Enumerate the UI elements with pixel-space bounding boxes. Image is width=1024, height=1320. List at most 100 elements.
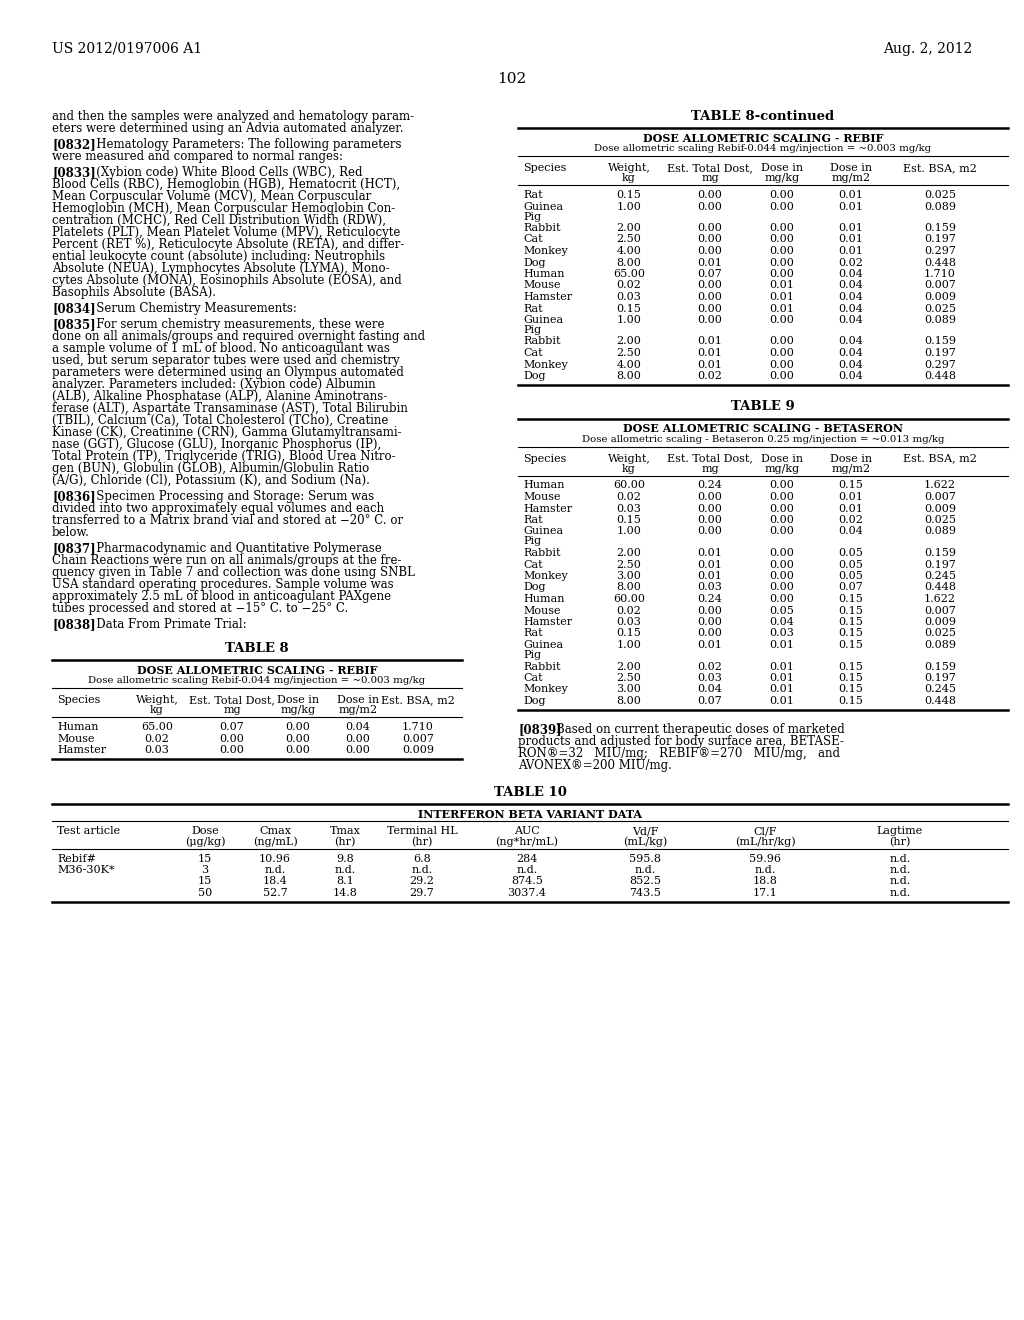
Text: 50: 50 — [198, 888, 212, 898]
Text: 0.01: 0.01 — [697, 257, 723, 268]
Text: Hamster: Hamster — [523, 616, 572, 627]
Text: 0.197: 0.197 — [924, 560, 956, 569]
Text: 0.089: 0.089 — [924, 527, 956, 536]
Text: RON®=32   MIU/mg;   REBIF®=270   MIU/mg,   and: RON®=32 MIU/mg; REBIF®=270 MIU/mg, and — [518, 747, 840, 760]
Text: DOSE ALLOMETRIC SCALING - REBIF: DOSE ALLOMETRIC SCALING - REBIF — [643, 133, 884, 144]
Text: 0.245: 0.245 — [924, 685, 956, 694]
Text: 0.02: 0.02 — [697, 661, 723, 672]
Text: [0838]: [0838] — [52, 618, 95, 631]
Text: Specimen Processing and Storage: Serum was: Specimen Processing and Storage: Serum w… — [85, 490, 374, 503]
Text: Dog: Dog — [523, 371, 546, 381]
Text: Cl/F: Cl/F — [754, 826, 777, 837]
Text: Dose in: Dose in — [276, 696, 319, 705]
Text: 1.00: 1.00 — [616, 202, 641, 211]
Text: 0.159: 0.159 — [924, 548, 956, 558]
Text: 0.00: 0.00 — [286, 722, 310, 733]
Text: Mouse: Mouse — [57, 734, 94, 743]
Text: Species: Species — [523, 454, 566, 463]
Text: and then the samples were analyzed and hematology param-: and then the samples were analyzed and h… — [52, 110, 414, 123]
Text: Rat: Rat — [523, 515, 543, 525]
Text: 0.197: 0.197 — [924, 348, 956, 358]
Text: 1.00: 1.00 — [616, 315, 641, 325]
Text: 18.4: 18.4 — [262, 876, 288, 887]
Text: cytes Absolute (MONA), Eosinophils Absolute (EOSA), and: cytes Absolute (MONA), Eosinophils Absol… — [52, 275, 401, 286]
Text: AUC: AUC — [514, 826, 540, 837]
Text: 2.00: 2.00 — [616, 337, 641, 346]
Text: 0.15: 0.15 — [839, 685, 863, 694]
Text: Rabbit: Rabbit — [523, 337, 560, 346]
Text: Cat: Cat — [523, 348, 543, 358]
Text: Hamster: Hamster — [523, 292, 572, 302]
Text: 0.025: 0.025 — [924, 515, 956, 525]
Text: 4.00: 4.00 — [616, 246, 641, 256]
Text: 0.009: 0.009 — [924, 616, 956, 627]
Text: Guinea: Guinea — [523, 202, 563, 211]
Text: 0.01: 0.01 — [839, 190, 863, 201]
Text: 0.007: 0.007 — [924, 281, 956, 290]
Text: Based on current therapeutic doses of marketed: Based on current therapeutic doses of ma… — [556, 723, 845, 737]
Text: were measured and compared to normal ranges:: were measured and compared to normal ran… — [52, 150, 343, 162]
Text: DOSE ALLOMETRIC SCALING - BETASERON: DOSE ALLOMETRIC SCALING - BETASERON — [623, 424, 903, 434]
Text: Blood Cells (RBC), Hemoglobin (HGB), Hematocrit (HCT),: Blood Cells (RBC), Hemoglobin (HGB), Hem… — [52, 178, 400, 191]
Text: 0.00: 0.00 — [770, 235, 795, 244]
Text: 0.04: 0.04 — [839, 315, 863, 325]
Text: 17.1: 17.1 — [753, 888, 777, 898]
Text: 0.007: 0.007 — [402, 734, 434, 743]
Text: mg/kg: mg/kg — [765, 173, 800, 183]
Text: 8.00: 8.00 — [616, 257, 641, 268]
Text: 0.03: 0.03 — [697, 673, 723, 682]
Text: 0.04: 0.04 — [345, 722, 371, 733]
Text: Rabbit: Rabbit — [523, 661, 560, 672]
Text: 2.50: 2.50 — [616, 673, 641, 682]
Text: 29.2: 29.2 — [410, 876, 434, 887]
Text: n.d.: n.d. — [890, 876, 910, 887]
Text: 0.15: 0.15 — [839, 594, 863, 605]
Text: 0.00: 0.00 — [219, 734, 245, 743]
Text: done on all animals/groups and required overnight fasting and: done on all animals/groups and required … — [52, 330, 425, 343]
Text: Dose allometric scaling - Betaseron 0.25 mg/injection = ~0.013 mg/kg: Dose allometric scaling - Betaseron 0.25… — [582, 434, 944, 444]
Text: Dose in: Dose in — [761, 454, 803, 463]
Text: 0.07: 0.07 — [697, 696, 722, 706]
Text: 0.15: 0.15 — [839, 640, 863, 649]
Text: 0.03: 0.03 — [616, 292, 641, 302]
Text: Est. Total Dost,: Est. Total Dost, — [667, 454, 753, 463]
Text: DOSE ALLOMETRIC SCALING - REBIF: DOSE ALLOMETRIC SCALING - REBIF — [137, 665, 377, 676]
Text: approximately 2.5 mL of blood in anticoagulant PAXgene: approximately 2.5 mL of blood in anticoa… — [52, 590, 391, 603]
Text: 0.00: 0.00 — [345, 734, 371, 743]
Text: [0836]: [0836] — [52, 490, 95, 503]
Text: 0.04: 0.04 — [839, 527, 863, 536]
Text: analyzer. Parameters included: (Xybion code) Albumin: analyzer. Parameters included: (Xybion c… — [52, 378, 376, 391]
Text: Kinase (CK), Creatinine (CRN), Gamma Glutamyltransami-: Kinase (CK), Creatinine (CRN), Gamma Glu… — [52, 426, 401, 440]
Text: Weight,: Weight, — [607, 162, 650, 173]
Text: n.d.: n.d. — [412, 865, 432, 875]
Text: 0.04: 0.04 — [770, 616, 795, 627]
Text: 0.00: 0.00 — [770, 572, 795, 581]
Text: 0.00: 0.00 — [770, 594, 795, 605]
Text: 0.04: 0.04 — [839, 281, 863, 290]
Text: 0.00: 0.00 — [770, 503, 795, 513]
Text: (A/G), Chloride (Cl), Potassium (K), and Sodium (Na).: (A/G), Chloride (Cl), Potassium (K), and… — [52, 474, 370, 487]
Text: Rat: Rat — [523, 628, 543, 639]
Text: Rebif#: Rebif# — [57, 854, 96, 863]
Text: Dose in: Dose in — [829, 454, 872, 463]
Text: 0.01: 0.01 — [770, 696, 795, 706]
Text: 852.5: 852.5 — [629, 876, 662, 887]
Text: 0.245: 0.245 — [924, 572, 956, 581]
Text: 0.15: 0.15 — [839, 480, 863, 491]
Text: [0833]: [0833] — [52, 166, 96, 180]
Text: 0.00: 0.00 — [770, 582, 795, 593]
Text: Data From Primate Trial:: Data From Primate Trial: — [85, 618, 247, 631]
Text: Monkey: Monkey — [523, 572, 567, 581]
Text: 0.448: 0.448 — [924, 371, 956, 381]
Text: quency given in Table 7 and collection was done using SNBL: quency given in Table 7 and collection w… — [52, 566, 415, 579]
Text: 595.8: 595.8 — [629, 854, 662, 863]
Text: 0.03: 0.03 — [697, 582, 723, 593]
Text: 0.01: 0.01 — [697, 560, 723, 569]
Text: nase (GGT), Glucose (GLU), Inorganic Phosphorus (IP),: nase (GGT), Glucose (GLU), Inorganic Pho… — [52, 438, 381, 451]
Text: gen (BUN), Globulin (GLOB), Albumin/Globulin Ratio: gen (BUN), Globulin (GLOB), Albumin/Glob… — [52, 462, 370, 475]
Text: Dose in: Dose in — [829, 162, 872, 173]
Text: Absolute (NEUA), Lymphocytes Absolute (LYMA), Mono-: Absolute (NEUA), Lymphocytes Absolute (L… — [52, 261, 389, 275]
Text: (hr): (hr) — [334, 837, 355, 847]
Text: 0.00: 0.00 — [770, 371, 795, 381]
Text: 14.8: 14.8 — [333, 888, 357, 898]
